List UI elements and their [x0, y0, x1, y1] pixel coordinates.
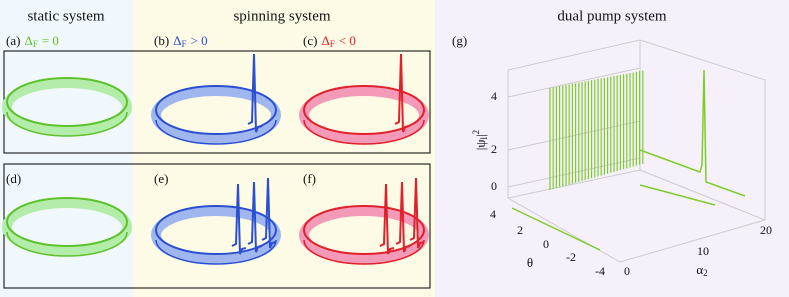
ring-edge: [6, 111, 128, 137]
peak: [395, 181, 411, 253]
theta-tick-label: -4: [595, 264, 605, 278]
z-tick-label: 2: [491, 142, 497, 156]
theta-tick-label: 4: [490, 207, 496, 221]
axis-frame: [639, 169, 766, 221]
alpha-tick-label: 0: [624, 264, 630, 278]
spinning-bg: [133, 0, 435, 297]
ring-band: [151, 86, 281, 144]
ring-edge: [303, 239, 425, 265]
trace: [639, 184, 716, 206]
header: dual pump system: [557, 8, 666, 24]
panel-label: (d): [6, 171, 21, 186]
ring-edge: [155, 205, 278, 255]
panel-label: (c) ΔF < 0: [303, 33, 356, 49]
peak: [261, 177, 277, 249]
grid-line: [507, 157, 641, 188]
ring-edge: [155, 85, 278, 135]
theta-label: θ: [527, 255, 533, 270]
alpha-tick-label: 10: [697, 244, 709, 258]
theta-tick-label: 0: [543, 237, 549, 251]
alpha-label: α2: [696, 262, 707, 278]
peak: [247, 53, 263, 133]
alpha-tick-label: 20: [760, 223, 772, 237]
rings: [2, 53, 429, 265]
axis-frame: [507, 169, 641, 199]
trace: [511, 207, 601, 251]
grid-line: [507, 120, 641, 151]
axis-frame: [507, 39, 766, 220]
ring-band: [299, 86, 429, 144]
trace: [639, 69, 746, 197]
ring-band: [2, 198, 132, 256]
theta-tick-label: -2: [566, 250, 576, 264]
axis-frame: [507, 70, 766, 263]
ring-edge: [155, 119, 277, 145]
header: spinning system: [233, 8, 330, 24]
panel-label: (f): [303, 171, 316, 186]
panel-label: (g): [452, 33, 467, 48]
ring-edge: [303, 85, 426, 135]
ring-band: [299, 206, 429, 264]
peak: [231, 183, 247, 255]
ring-band: [151, 206, 281, 264]
z-tick-label: 4: [491, 89, 497, 103]
ring-band: [2, 78, 132, 136]
ring-edge: [303, 119, 425, 145]
plot-g: [507, 39, 766, 263]
ring-edge: [155, 239, 277, 265]
peak: [247, 181, 263, 253]
ring-edge: [6, 197, 129, 247]
traces: [511, 69, 746, 251]
panel-label: (a) ΔF = 0: [6, 33, 59, 49]
peak: [394, 53, 410, 133]
theta-tick-label: 2: [517, 223, 523, 237]
header: static system: [27, 8, 104, 24]
peak: [379, 183, 395, 255]
grid-line: [507, 67, 641, 98]
panel-label: (e): [154, 171, 168, 186]
dual-bg: [435, 0, 789, 297]
ring-edge: [303, 205, 426, 255]
ring-edge: [6, 77, 129, 127]
z-label: |ψl|2: [471, 130, 489, 150]
panel-label: (b) ΔF > 0: [154, 33, 208, 49]
z-tick-label: 0: [491, 179, 497, 193]
peak: [409, 177, 425, 249]
ring-edge: [6, 231, 128, 257]
